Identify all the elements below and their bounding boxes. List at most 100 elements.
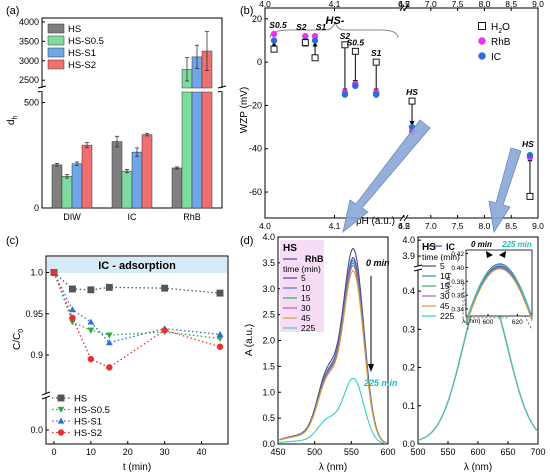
y-tick-label-b: -20 xyxy=(249,100,262,110)
axis-break-d-right xyxy=(414,266,422,270)
y-tick-label-d-right: 4.0 xyxy=(402,235,415,245)
y-tick-label-c: 0.9 xyxy=(30,350,43,360)
panel-tag-d-left: HS xyxy=(283,243,297,254)
bar-HS-S2-DIW xyxy=(81,144,93,209)
x-tick-label-c: 0 xyxy=(51,447,56,457)
spectrum-rhb-45 xyxy=(279,269,387,444)
plot-frame-c xyxy=(45,255,229,445)
panel-tag-d-right: HS xyxy=(422,242,436,253)
x-tick-label-b: 4.2 xyxy=(398,221,410,231)
bar-HS-S2-IC xyxy=(141,134,153,209)
legend-marker-c xyxy=(57,417,65,424)
legend-marker-h2o xyxy=(478,22,486,30)
point-HS-S1 xyxy=(105,339,113,346)
x-tick-label-b-top: 6.5 xyxy=(398,0,410,9)
bar-HS-IC xyxy=(111,141,123,209)
bar-HS-S0.5-IC xyxy=(121,170,133,209)
y-axis-label-c: C/C0 xyxy=(12,329,25,350)
legend-label-d-right: 45 xyxy=(440,301,450,311)
x-tick-label-b-top: 7.0 xyxy=(425,0,437,9)
point-HS-S1 xyxy=(87,318,95,325)
panel-d: (d) 0.0 0.5 1.0 1.5 2.0 2.5 3.0 3.5 4.0 450 500 550 6… xyxy=(240,119,546,473)
legend-label-h2o: H2O xyxy=(491,22,510,35)
group-point-label: S0.5 xyxy=(269,20,287,30)
y-tick-label-d: 1.5 xyxy=(262,361,275,371)
point-HS-S2 xyxy=(50,269,58,276)
axis-break-gap-a xyxy=(37,89,227,91)
legend-label-a: HS xyxy=(68,24,81,35)
bar-HS-DIW xyxy=(51,164,63,209)
panel-label-a: (a) xyxy=(6,5,19,17)
legend-label-d-left: 5 xyxy=(301,273,306,283)
y-tick-label-d-right: 0.2 xyxy=(402,363,415,373)
legend-marker-ic xyxy=(478,52,486,60)
point-ic xyxy=(372,91,380,98)
point-h2o xyxy=(301,39,309,47)
break-mark-c xyxy=(41,395,51,400)
break-mark-b xyxy=(399,4,405,12)
legend-label-d-right: 5 xyxy=(440,261,445,271)
inset-y-tick-label: 0.36 xyxy=(451,293,464,300)
x-axis-label-b: pH (a.u.) xyxy=(356,216,395,227)
point-ic xyxy=(270,37,278,44)
annotation-end-d-right: 225 min xyxy=(501,240,532,249)
y-tick-label-b: 0 xyxy=(257,57,262,67)
y-tick-label-d: 4.0 xyxy=(262,232,275,242)
x-tick-label-b: 7.0 xyxy=(425,221,437,231)
legend-marker-c xyxy=(57,429,65,436)
legend-label-ic: IC xyxy=(491,52,501,63)
inset-y-tick-label: 0.42 xyxy=(451,251,464,258)
break-mark-b xyxy=(403,4,409,12)
x-tick-label-c: 10 xyxy=(86,447,96,457)
y-tick-label-b: -40 xyxy=(249,144,262,154)
legend-label-d-right: 15 xyxy=(440,281,450,291)
x-tick-label-b: 9.0 xyxy=(532,221,544,231)
x-tick-label-d: 550 xyxy=(344,447,359,457)
inset-spectrum-45 xyxy=(465,268,533,326)
x-tick-label-d-right: 650 xyxy=(500,447,515,457)
point-ic xyxy=(341,91,349,98)
x-tick-label-d-right: 600 xyxy=(470,447,485,457)
x-tick-label-b: 8.5 xyxy=(505,221,517,231)
x-tick-label-b-top: 8.5 xyxy=(505,0,517,9)
legend-label-c: HS-S0.5 xyxy=(74,405,110,416)
point-HS xyxy=(87,286,95,294)
legend-label-d-right: 10 xyxy=(440,271,450,281)
arrow-head xyxy=(312,41,318,47)
legend-label-a: HS-S0.5 xyxy=(68,36,104,47)
legend-label-h2o-main: H xyxy=(491,22,498,33)
group-label: HS- xyxy=(326,15,345,27)
legend-swatch-a xyxy=(47,47,65,58)
legend-label-h2o-tail: O xyxy=(502,22,510,33)
legend-label-d-left: 225 xyxy=(301,323,315,333)
point-h2o xyxy=(408,97,416,105)
point-h2o xyxy=(341,41,349,49)
legend-title-d-right: time (min) xyxy=(422,252,460,262)
group-point-label: S0.5 xyxy=(347,37,365,47)
legend-label-d-left: 30 xyxy=(301,303,311,313)
annotation-start-d-left: 0 min xyxy=(366,258,390,268)
y-axis-label-a-main: d xyxy=(6,119,17,125)
x-tick-label-b-top: 7.5 xyxy=(452,0,464,9)
panel-a: (a) 0 500 2500 3000 3500 4000 dh DIW IC RhB HSHS-S0… xyxy=(6,5,227,222)
inset-y-tick-label: 0.34 xyxy=(451,307,464,314)
panel-title-c: IC - adsorption xyxy=(98,260,176,272)
link-arrow-right xyxy=(488,147,522,234)
y-axis-label-a-sub: h xyxy=(12,115,19,119)
inset-x-tick-label: 620 xyxy=(512,319,523,326)
panel-label-d: (d) xyxy=(240,235,253,247)
break-mark-r1 xyxy=(217,85,227,89)
x-tick-label-b: 8.0 xyxy=(478,221,490,231)
y-tick-label-a: 0 xyxy=(34,203,39,213)
legend-marker-c xyxy=(57,406,65,414)
y-tick-label-d-right: 3.9 xyxy=(402,251,415,261)
annotation-end-d-left: 225 min xyxy=(363,378,398,388)
legend-title-d-left: time (min) xyxy=(283,264,321,274)
x-tick-label-d: 450 xyxy=(270,447,285,457)
y-tick-label-d: 3.5 xyxy=(262,258,275,268)
y-tick-label-d-right: 0.1 xyxy=(402,401,415,411)
group-point-label: S1 xyxy=(371,48,382,58)
break-mark-c xyxy=(41,391,51,396)
point-h2o xyxy=(526,192,534,200)
